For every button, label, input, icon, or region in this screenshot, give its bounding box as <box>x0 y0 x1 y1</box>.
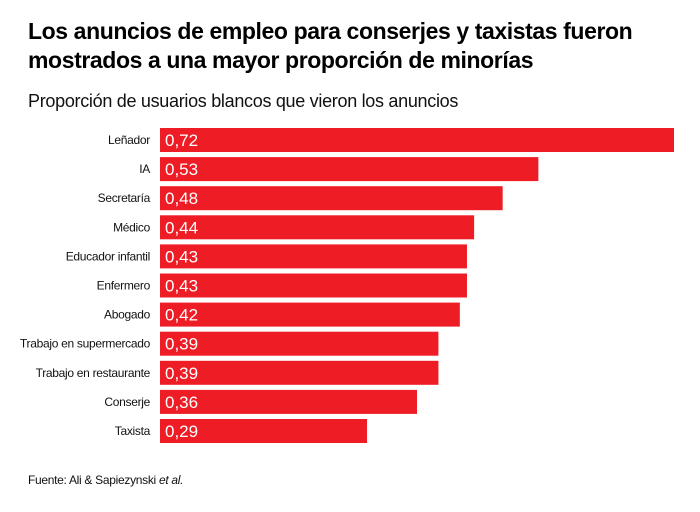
value-label-2: 0,48 <box>165 189 198 208</box>
value-label-6: 0,42 <box>165 306 198 325</box>
bar-10 <box>160 419 368 443</box>
category-label-3: Médico <box>113 220 151 234</box>
value-label-7: 0,39 <box>165 335 198 354</box>
category-label-0: Leñador <box>108 133 150 147</box>
bar-2 <box>160 186 503 211</box>
category-label-9: Conserje <box>104 395 150 409</box>
chart-title: Los anuncios de empleo para conserjes y … <box>28 18 633 73</box>
source-note: Fuente: Ali & Sapiezynski et al. <box>28 473 183 487</box>
category-label-7: Trabajo en supermercado <box>20 337 151 351</box>
bar-3 <box>160 215 475 240</box>
bar-9 <box>160 389 417 414</box>
bar-7 <box>160 331 439 356</box>
value-label-5: 0,43 <box>165 277 198 296</box>
category-label-6: Abogado <box>104 308 151 322</box>
value-label-10: 0,29 <box>165 422 198 441</box>
bar-4 <box>160 244 467 269</box>
category-label-2: Secretaría <box>98 191 151 205</box>
bar-5 <box>160 273 467 298</box>
value-label-4: 0,43 <box>165 247 198 266</box>
value-label-0: 0,72 <box>165 131 198 150</box>
bar-1 <box>160 157 539 182</box>
bar-8 <box>160 360 439 385</box>
category-label-4: Educador infantil <box>66 249 150 263</box>
category-label-5: Enfermero <box>97 279 151 293</box>
value-label-1: 0,53 <box>165 160 198 179</box>
category-label-10: Taxista <box>115 424 151 438</box>
chart-subtitle: Proporción de usuarios blancos que viero… <box>28 91 459 111</box>
source-text: Fuente: Ali & Sapiezynski <box>28 473 159 487</box>
value-label-9: 0,36 <box>165 393 198 412</box>
category-label-8: Trabajo en restaurante <box>36 366 151 380</box>
bar-0 <box>160 128 674 152</box>
source-emphasis: et al. <box>158 473 184 487</box>
value-label-8: 0,39 <box>165 364 198 383</box>
value-label-3: 0,44 <box>165 218 198 237</box>
category-label-1: IA <box>139 162 150 176</box>
bar-6 <box>160 302 460 327</box>
